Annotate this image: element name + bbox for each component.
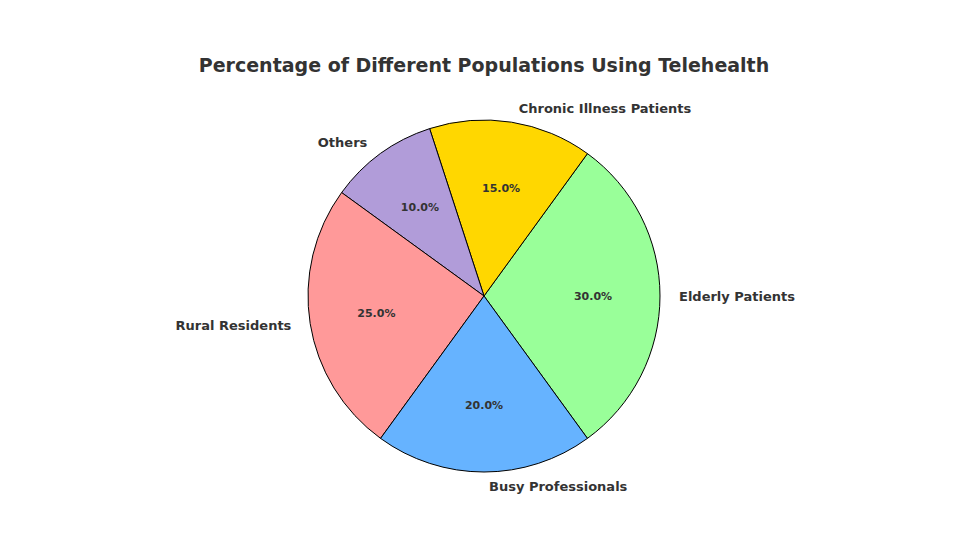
svg-text:10.0%: 10.0% xyxy=(401,201,439,214)
svg-text:25.0%: 25.0% xyxy=(357,307,395,320)
svg-text:Rural Residents: Rural Residents xyxy=(176,318,292,333)
svg-text:Elderly Patients: Elderly Patients xyxy=(679,289,795,304)
svg-text:Others: Others xyxy=(318,135,368,150)
svg-text:15.0%: 15.0% xyxy=(482,182,520,195)
svg-text:Chronic Illness Patients: Chronic Illness Patients xyxy=(519,101,692,116)
svg-text:20.0%: 20.0% xyxy=(465,399,503,412)
svg-text:Busy Professionals: Busy Professionals xyxy=(489,479,628,494)
svg-text:30.0%: 30.0% xyxy=(574,290,612,303)
svg-text:Percentage of Different Popula: Percentage of Different Populations Usin… xyxy=(199,54,769,76)
